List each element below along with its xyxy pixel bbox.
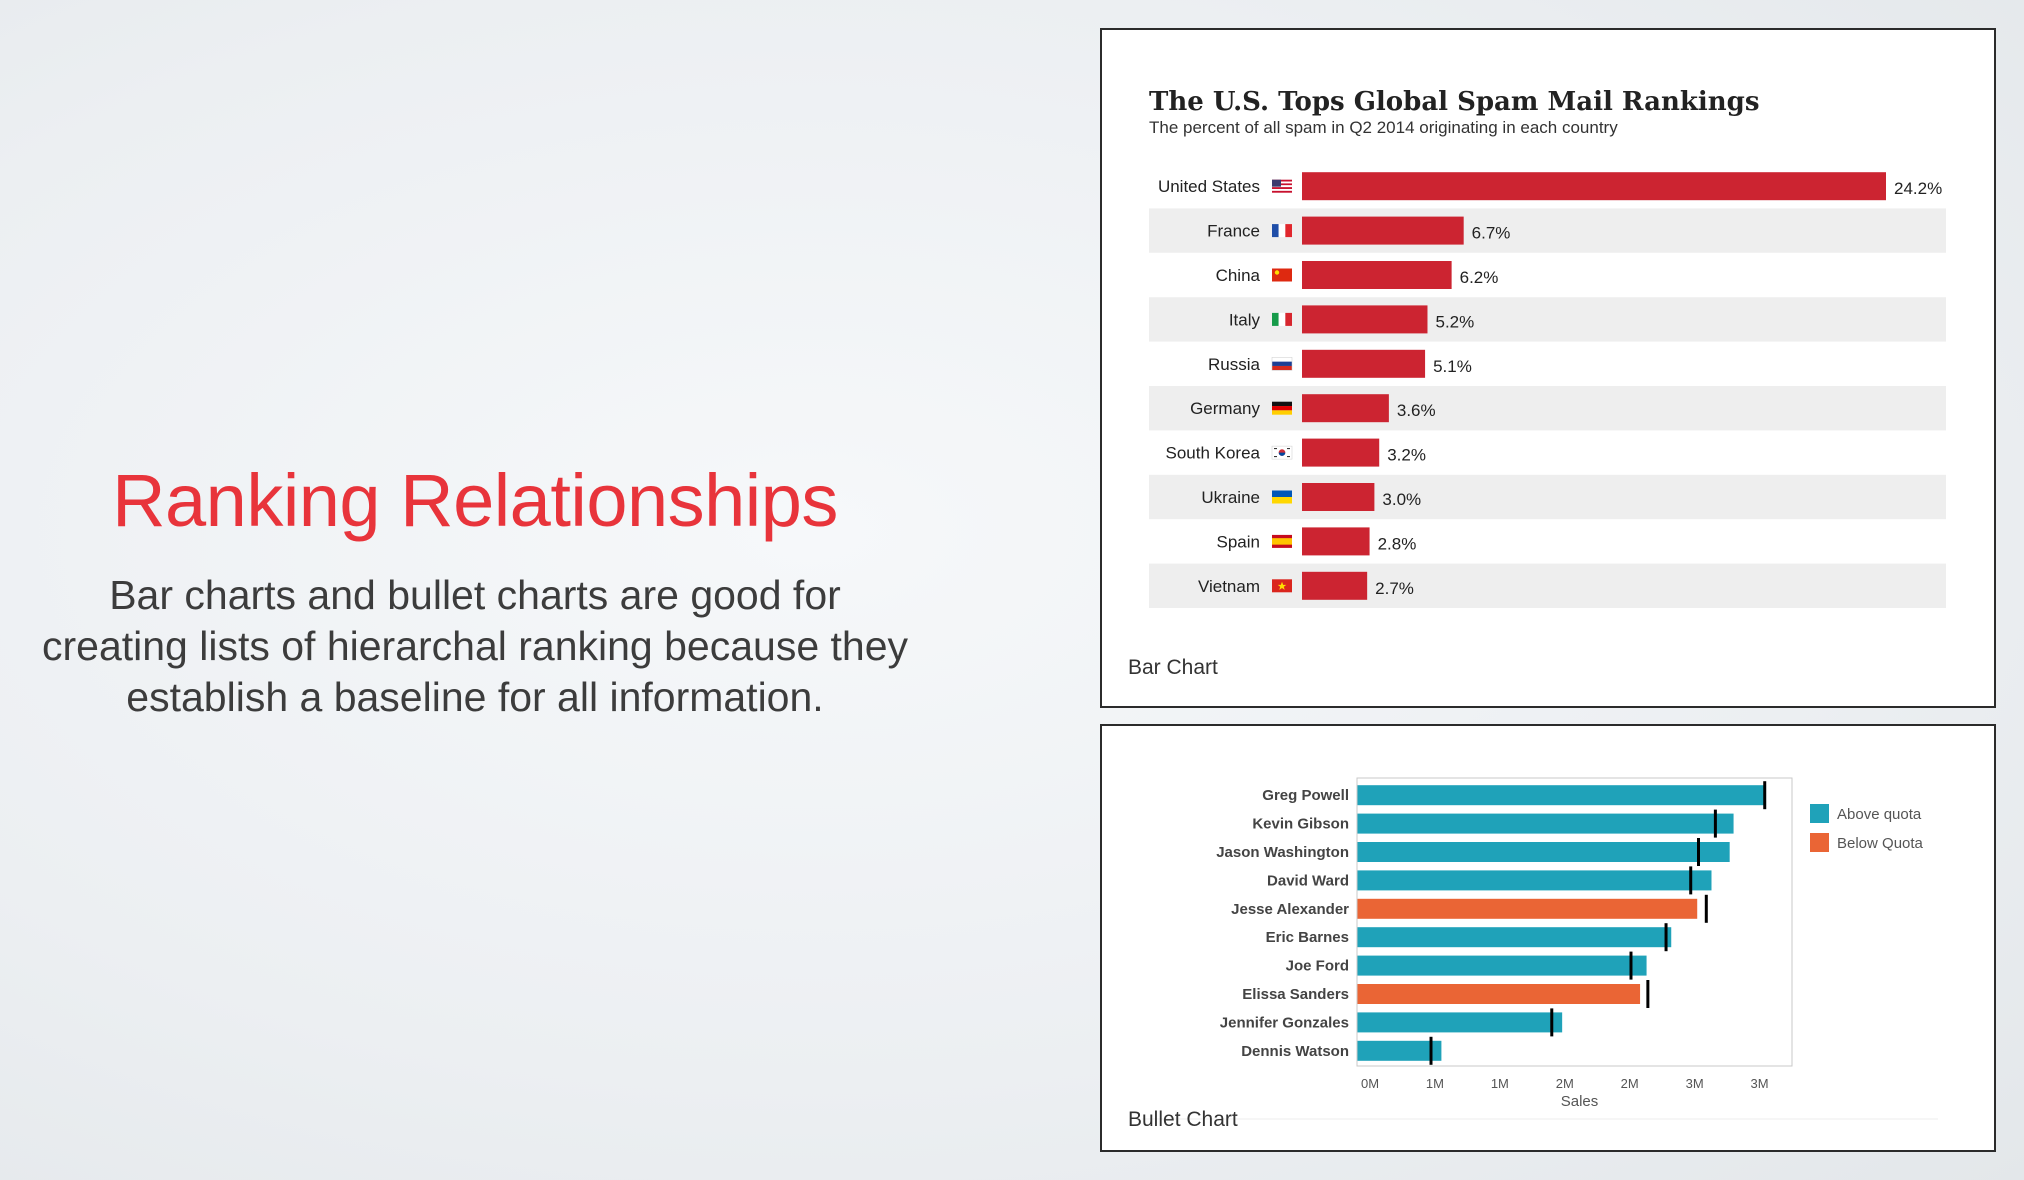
bar bbox=[1302, 394, 1389, 423]
country-label: South Korea bbox=[1165, 444, 1260, 463]
x-axis-label: Sales bbox=[1561, 1093, 1599, 1110]
de-flag-icon bbox=[1272, 401, 1292, 415]
country-label: United States bbox=[1158, 177, 1260, 196]
x-tick-label: 1M bbox=[1426, 1076, 1444, 1091]
x-tick-label: 3M bbox=[1686, 1076, 1704, 1091]
sales-bar bbox=[1357, 927, 1672, 948]
it-flag-icon bbox=[1272, 312, 1292, 326]
fr-flag-icon bbox=[1272, 224, 1292, 238]
legend-entry: Above quota bbox=[1837, 806, 1922, 823]
row-stripe bbox=[1149, 208, 1946, 253]
row-stripe bbox=[1149, 297, 1946, 342]
value-label: 5.1% bbox=[1433, 357, 1472, 376]
es-flag-icon bbox=[1272, 534, 1292, 548]
sales-bar bbox=[1357, 785, 1767, 806]
value-label: 6.7% bbox=[1472, 224, 1511, 243]
bar-chart-title: The U.S. Tops Global Spam Mail Rankings bbox=[1149, 87, 1759, 117]
kr-flag-icon bbox=[1271, 445, 1293, 460]
row-stripe bbox=[1149, 474, 1946, 520]
sales-bar bbox=[1357, 813, 1734, 834]
bar bbox=[1302, 483, 1375, 511]
person-label: Kevin Gibson bbox=[1252, 816, 1349, 833]
value-label: 2.7% bbox=[1375, 579, 1414, 598]
sales-bar bbox=[1357, 984, 1641, 1004]
bar bbox=[1302, 305, 1428, 334]
bar bbox=[1302, 527, 1370, 556]
country-label: Ukraine bbox=[1201, 488, 1260, 507]
country-label: Vietnam bbox=[1198, 577, 1260, 596]
legend-swatch bbox=[1810, 833, 1829, 852]
ru-flag-icon bbox=[1271, 357, 1293, 371]
person-label: Elissa Sanders bbox=[1242, 986, 1349, 1003]
bullet-chart-caption: Bullet Chart bbox=[1128, 1108, 1238, 1131]
value-label: 5.2% bbox=[1435, 312, 1474, 331]
bar bbox=[1302, 571, 1368, 600]
x-tick-label: 1M bbox=[1491, 1076, 1509, 1091]
person-label: Greg Powell bbox=[1262, 787, 1349, 804]
person-label: Jesse Alexander bbox=[1231, 901, 1349, 918]
legend-swatch bbox=[1810, 804, 1829, 823]
bar-chart-panel: The U.S. Tops Global Spam Mail Rankings … bbox=[1100, 28, 1996, 708]
x-tick-label: 2M bbox=[1621, 1076, 1639, 1091]
sales-bar bbox=[1357, 898, 1698, 919]
row-stripe bbox=[1149, 386, 1946, 431]
country-label: Russia bbox=[1208, 355, 1261, 374]
bar bbox=[1302, 349, 1426, 378]
value-label: 24.2% bbox=[1894, 179, 1942, 198]
x-tick-label: 0M bbox=[1361, 1076, 1379, 1091]
cn-flag-icon bbox=[1272, 268, 1292, 282]
person-label: Joe Ford bbox=[1286, 958, 1349, 975]
person-label: Eric Barnes bbox=[1266, 929, 1349, 946]
sales-bar bbox=[1357, 870, 1712, 891]
bar-chart-subtitle: The percent of all spam in Q2 2014 origi… bbox=[1149, 118, 1618, 137]
value-label: 3.0% bbox=[1382, 490, 1421, 509]
value-label: 3.2% bbox=[1387, 446, 1426, 465]
x-tick-label: 2M bbox=[1556, 1076, 1574, 1091]
vn-flag-icon bbox=[1272, 579, 1292, 593]
sales-bar bbox=[1357, 1040, 1442, 1061]
country-label: Italy bbox=[1229, 310, 1261, 329]
row-stripe bbox=[1149, 563, 1946, 608]
bullet-chart-panel: Greg Powell Kevin Gibson Jason Washington D… bbox=[1100, 724, 1996, 1152]
ua-flag-icon bbox=[1272, 490, 1292, 504]
bar bbox=[1302, 438, 1380, 467]
legend-entry: Below Quota bbox=[1837, 835, 1924, 852]
bar-chart-caption: Bar Chart bbox=[1128, 656, 1218, 679]
bar bbox=[1302, 172, 1886, 201]
person-label: Jennifer Gonzales bbox=[1220, 1014, 1349, 1031]
slide-body-text: Bar charts and bullet charts are good fo… bbox=[41, 572, 909, 720]
bullet-chart: Greg Powell Kevin Gibson Jason Washington D… bbox=[1142, 777, 1938, 1120]
slide-title: Ranking Relationships bbox=[112, 459, 838, 542]
sales-bar bbox=[1357, 955, 1647, 976]
plot-frame bbox=[1356, 777, 1793, 1067]
value-label: 3.6% bbox=[1397, 401, 1436, 420]
country-label: China bbox=[1216, 266, 1261, 285]
bar-chart: The U.S. Tops Global Spam Mail Rankings … bbox=[1149, 87, 1946, 608]
person-label: David Ward bbox=[1267, 872, 1349, 889]
person-label: Dennis Watson bbox=[1241, 1043, 1349, 1060]
value-label: 6.2% bbox=[1460, 268, 1499, 287]
country-label: Germany bbox=[1190, 399, 1260, 418]
person-label: Jason Washington bbox=[1216, 844, 1349, 861]
bar bbox=[1302, 261, 1452, 289]
value-label: 2.8% bbox=[1378, 534, 1417, 553]
country-label: France bbox=[1207, 222, 1260, 241]
sales-bar bbox=[1357, 1012, 1563, 1033]
sales-bar bbox=[1357, 842, 1730, 862]
country-label: Spain bbox=[1217, 532, 1260, 551]
x-tick-label: 3M bbox=[1751, 1076, 1769, 1091]
us-flag-icon bbox=[1272, 179, 1292, 193]
bar bbox=[1302, 216, 1464, 245]
